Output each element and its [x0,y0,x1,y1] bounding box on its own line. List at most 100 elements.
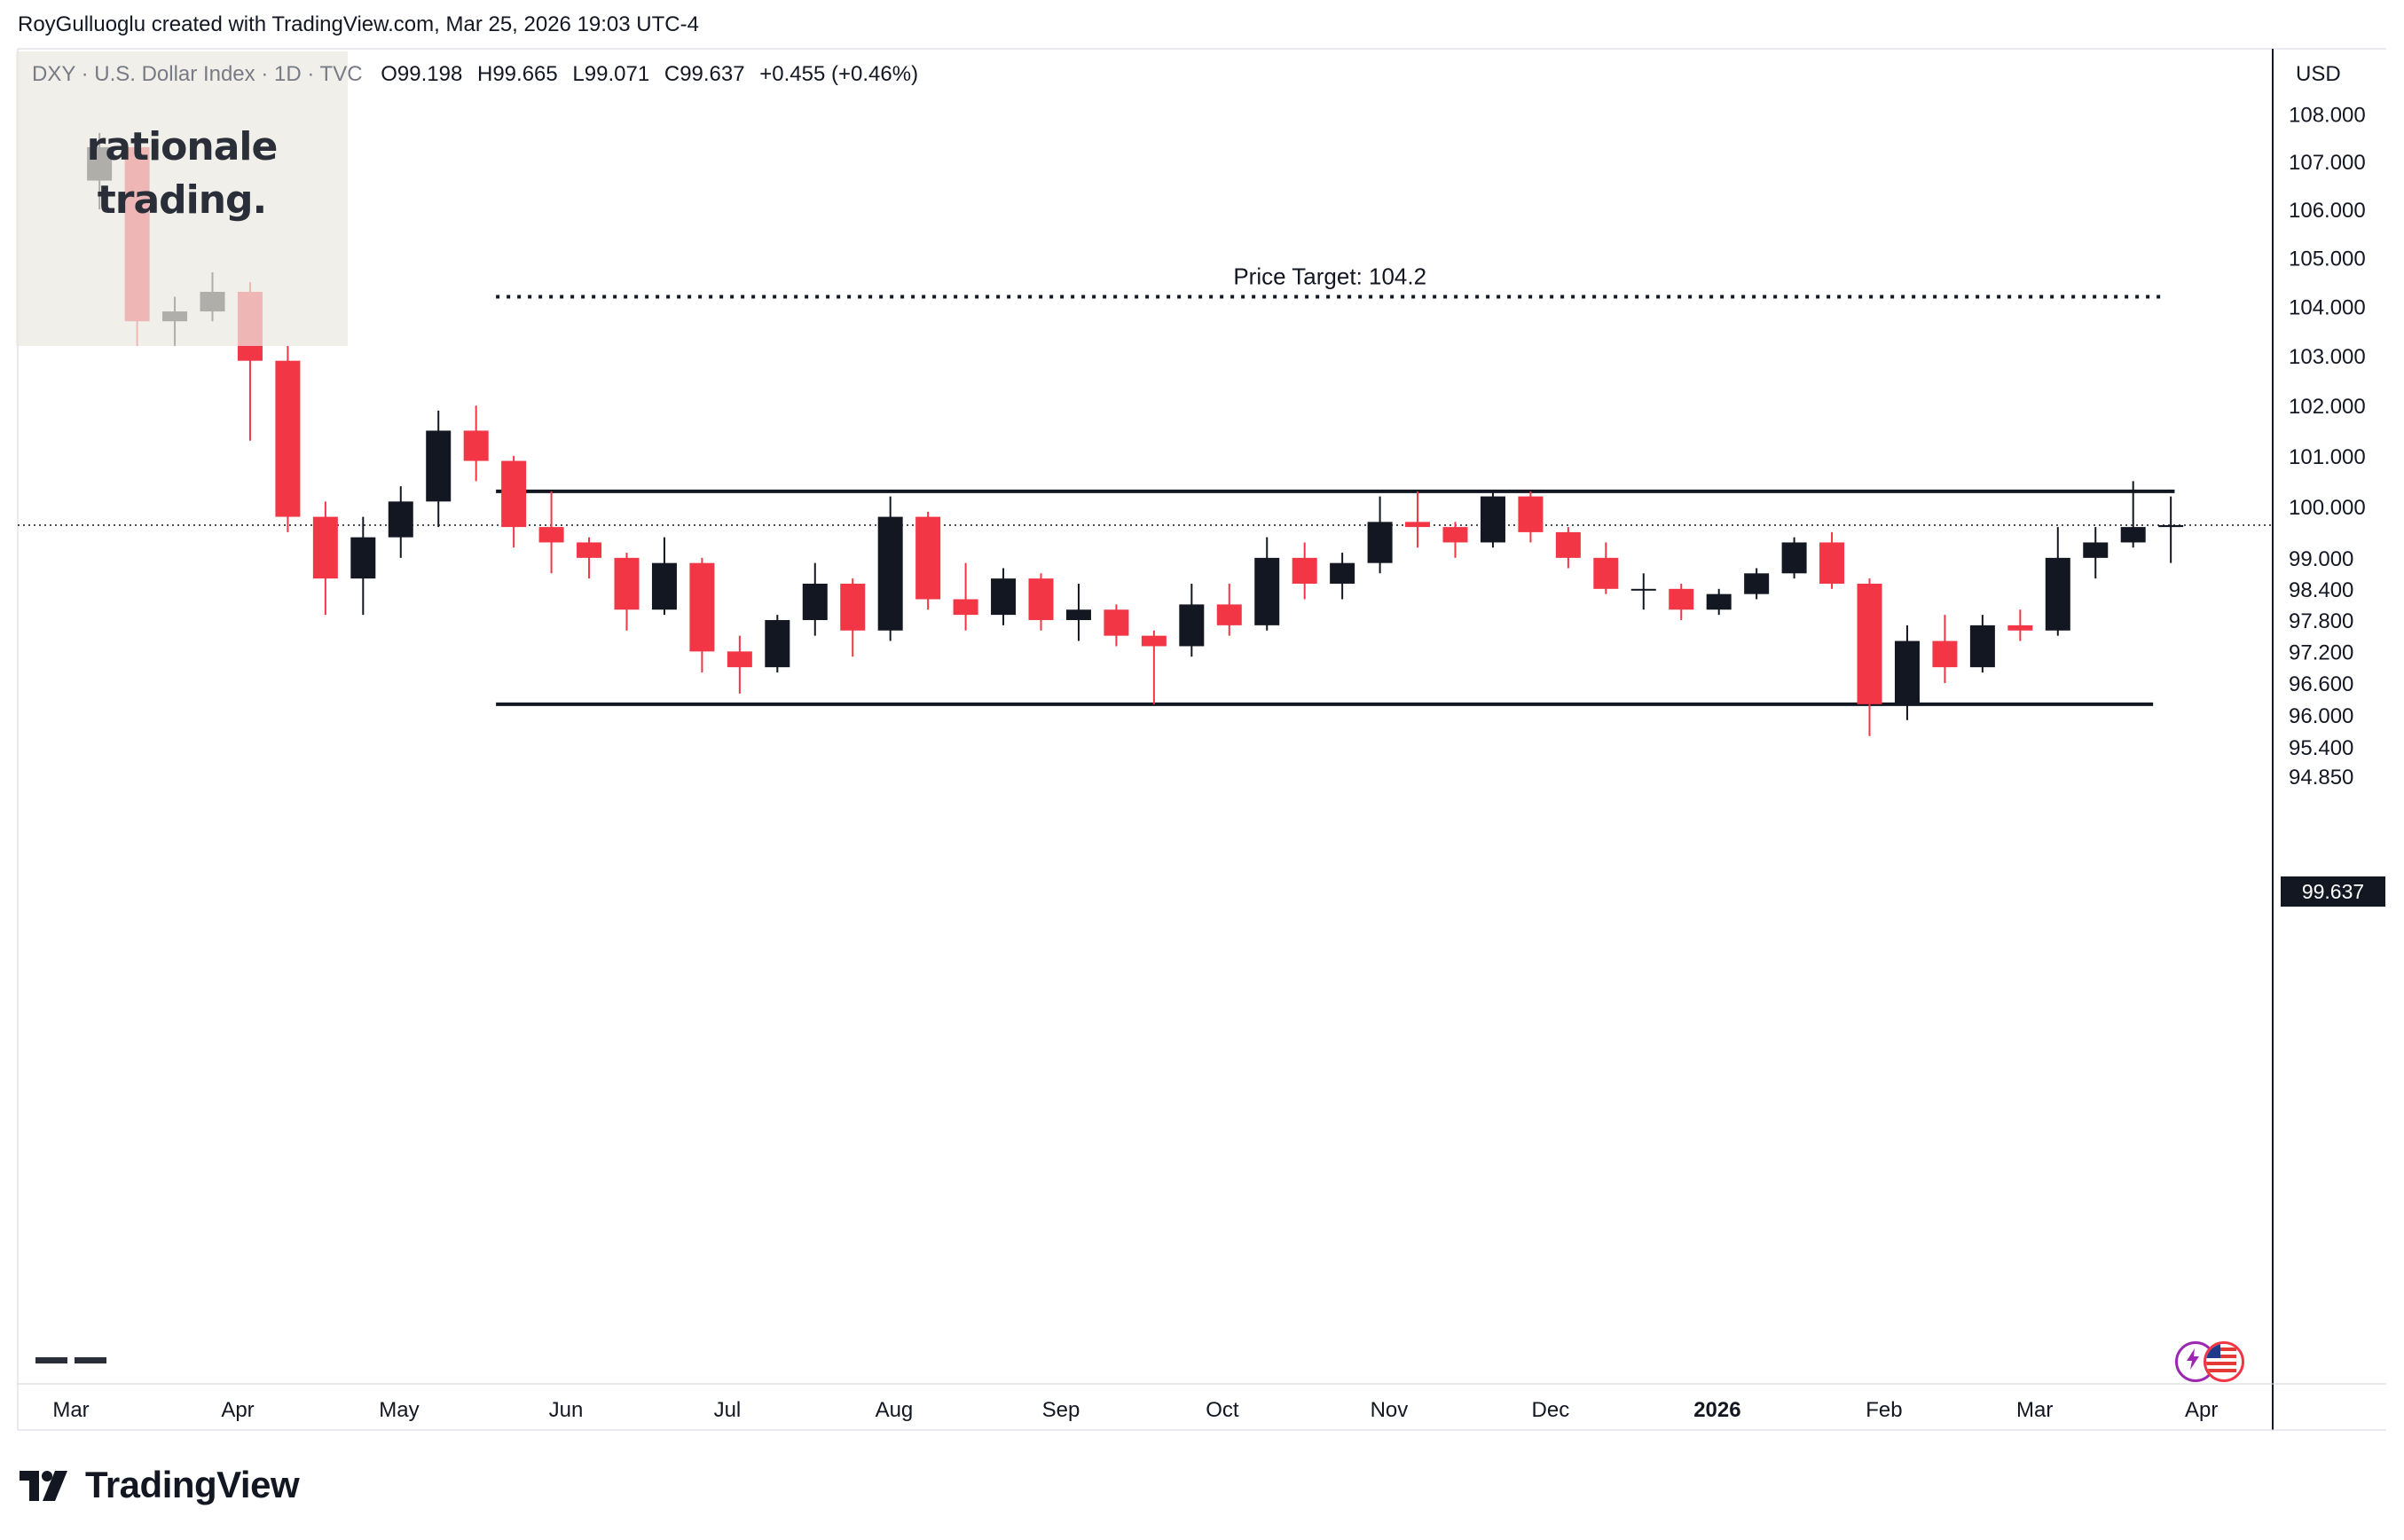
price-tick-label: 103.000 [2289,345,2366,369]
candle-body[interactable] [2120,527,2146,543]
time-tick-label: Nov [1371,1398,1409,1422]
candle-body[interactable] [2158,524,2184,528]
time-tick-label: Jul [714,1398,742,1422]
candle-body[interactable] [1932,640,1958,668]
candle-body[interactable] [1292,557,1317,584]
candle-body[interactable] [1179,604,1205,647]
price-tick-label: 107.000 [2289,151,2366,175]
price-tick-label: 95.400 [2289,736,2353,760]
candle-body[interactable] [1141,635,1167,647]
candle-body[interactable] [765,619,790,668]
time-tick-label: Oct [1206,1398,1239,1422]
last-price-tag: 99.637 [2281,876,2385,907]
price-tick-label: 100.000 [2289,496,2366,520]
candle-body[interactable] [953,599,978,616]
time-tick-label: Sep [1042,1398,1080,1422]
symbol-name[interactable]: DXY · U.S. Dollar Index · 1D · TVC [32,62,363,86]
candle-body[interactable] [1330,562,1355,584]
candle-body[interactable] [1969,625,1995,668]
low-value: 99.071 [584,62,650,86]
candle-body[interactable] [1857,583,1882,704]
price-tick-label: 102.000 [2289,395,2366,419]
candle-body[interactable] [426,430,452,502]
candle-body[interactable] [802,583,828,620]
price-tick-label: 105.000 [2289,248,2366,271]
time-tick-label: Jun [549,1398,584,1422]
price-tick-label: 97.200 [2289,640,2353,664]
close-label: C [664,62,680,86]
candle-body[interactable] [1104,609,1129,636]
candle-body[interactable] [501,460,527,528]
price-tick-label: 101.000 [2289,445,2366,469]
time-tick-label: Mar [2016,1398,2053,1422]
time-tick-label: Apr [2185,1398,2218,1422]
candle-body[interactable] [1894,640,1920,704]
change-value: +0.455 (+0.46%) [759,62,919,86]
time-tick-label: Apr [221,1398,254,1422]
candle-body[interactable] [463,430,489,461]
currency-label[interactable]: USD [2296,62,2341,86]
candle-body[interactable] [1216,604,1242,625]
attribution-text: RoyGulluoglu created with TradingView.co… [18,12,699,36]
candle-body[interactable] [1819,542,1845,584]
price-tick-label: 94.850 [2289,766,2353,790]
candle-body[interactable] [1480,496,1505,543]
candle-body[interactable] [1405,522,1431,528]
candle-body[interactable] [1593,557,1619,589]
open-value: 99.198 [397,62,463,86]
candle-body[interactable] [689,562,715,652]
candle-body[interactable] [1555,531,1581,558]
candle-body[interactable] [1669,588,1694,610]
price-tick-label: 96.600 [2289,672,2353,696]
candle-body[interactable] [915,516,941,600]
price-tick-label: 96.000 [2289,704,2353,728]
collapse-handle-right[interactable] [75,1357,106,1363]
candle-body[interactable] [2083,542,2109,558]
high-value: 99.665 [492,62,558,86]
low-label: L [572,62,585,86]
symbol-legend[interactable]: DXY · U.S. Dollar Index · 1D · TVC O99.1… [32,62,927,87]
price-tick-label: 104.000 [2289,296,2366,320]
candle-body[interactable] [1706,593,1732,610]
watermark-line-1: rationale [86,124,279,169]
candle-body[interactable] [1630,588,1656,591]
candle-body[interactable] [388,501,413,538]
candle-body[interactable] [1781,542,1807,574]
candle-body[interactable] [1065,609,1091,620]
price-tick-label: 98.400 [2289,578,2353,602]
candle-body[interactable] [991,578,1017,616]
candle-body[interactable] [651,562,677,610]
watermark-line-2: trading. [97,177,268,223]
time-tick-label: May [379,1398,419,1422]
candle-body[interactable] [275,360,301,517]
candle-body[interactable] [614,557,640,610]
collapse-handle-left[interactable] [35,1357,67,1363]
candle-body[interactable] [1028,578,1054,620]
candle-body[interactable] [1442,527,1468,543]
candle-body[interactable] [727,651,752,668]
candle-body[interactable] [2045,557,2070,631]
candle-body[interactable] [538,527,564,543]
brand-name: TradingView [85,1464,300,1505]
us-flag-icon[interactable] [2204,1341,2244,1382]
candle-body[interactable] [1254,557,1280,625]
candle-body[interactable] [2007,625,2033,631]
candle-body[interactable] [877,516,903,631]
candle-body[interactable] [350,537,376,579]
candle-body[interactable] [1744,573,1770,594]
high-label: H [476,62,493,86]
price-tick-label: 108.000 [2289,104,2366,128]
time-tick-label: Feb [1866,1398,1902,1422]
candle-body[interactable] [1518,496,1544,532]
price-tick-label: 106.000 [2289,199,2366,223]
candle-body[interactable] [577,542,602,558]
tradingview-logo-icon [20,1471,67,1501]
time-tick-label: 2026 [1693,1398,1740,1422]
candle-body[interactable] [1367,522,1393,563]
price-tick-label: 97.800 [2289,609,2353,633]
candle-body[interactable] [312,516,338,579]
close-value: 99.637 [680,62,745,86]
candle-body[interactable] [840,583,866,631]
price-target-label: Price Target: 104.2 [1233,263,1426,290]
